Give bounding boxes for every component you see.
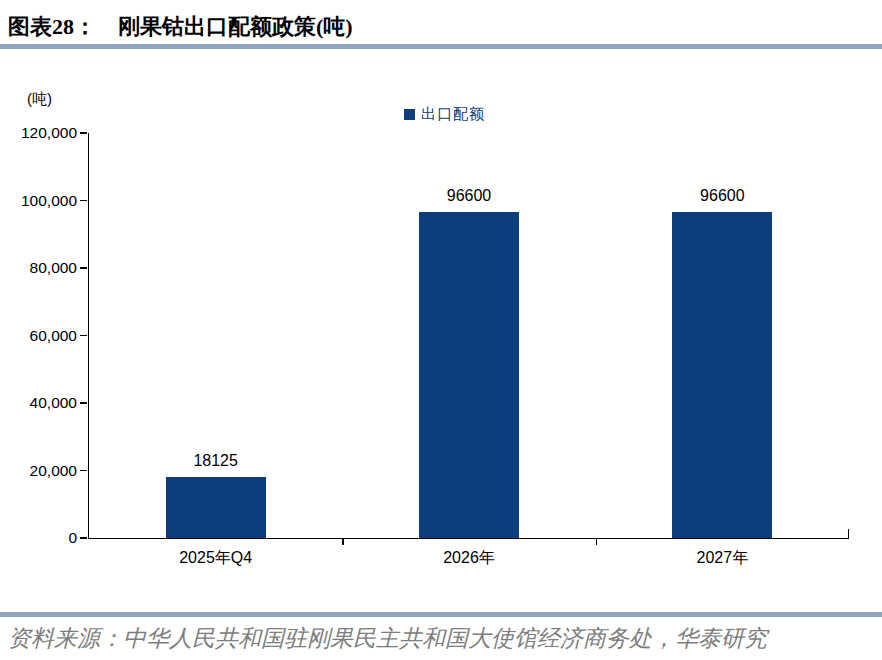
title-underline <box>0 44 882 49</box>
chart-legend: 出口配额 <box>404 105 485 123</box>
y-axis-tick <box>80 132 87 134</box>
y-axis-tick-label: 40,000 <box>30 394 77 412</box>
legend-label: 出口配额 <box>421 105 485 124</box>
y-axis-tick-label: 80,000 <box>30 259 77 277</box>
bar-value-label: 96600 <box>700 187 745 205</box>
y-axis-tick <box>80 537 87 539</box>
figure-number: 图表28： <box>8 14 96 39</box>
bar-chart-plot-area: 020,00040,00060,00080,000100,000120,0001… <box>88 133 849 539</box>
x-axis-category-label: 2025年Q4 <box>179 548 252 569</box>
bar-2026年 <box>419 212 519 538</box>
bar-value-label: 96600 <box>447 187 492 205</box>
x-axis-category-label: 2027年 <box>697 548 749 569</box>
y-axis-tick <box>80 200 87 202</box>
y-axis-tick <box>80 402 87 404</box>
y-axis-tick <box>80 267 87 269</box>
figure-name: 刚果钴出口配额政策(吨) <box>118 14 353 39</box>
y-axis-tick-label: 100,000 <box>21 192 77 210</box>
figure-title: 图表28： 刚果钴出口配额政策(吨) <box>8 12 353 42</box>
x-axis-tick <box>342 538 344 545</box>
y-axis-tick-label: 60,000 <box>30 327 77 345</box>
y-axis-tick-label: 20,000 <box>30 462 77 480</box>
bar-2027年 <box>672 212 772 538</box>
bar-value-label: 18125 <box>193 452 238 470</box>
x-axis-category-label: 2026年 <box>443 548 495 569</box>
report-figure-page: 图表28：刚果钴出口配额政策(吨) (吨) 出口配额 020,00040,000… <box>0 0 882 660</box>
y-axis-tick <box>80 335 87 337</box>
footer-divider <box>0 612 882 617</box>
y-axis-tick-label: 0 <box>68 529 77 547</box>
y-axis-tick-label: 120,000 <box>21 124 77 142</box>
bar-2025年Q4 <box>166 477 266 538</box>
legend-swatch <box>404 109 415 120</box>
source-note: 资料来源：中华人民共和国驻刚果民主共和国大使馆经济商务处，华泰研究 <box>8 623 767 654</box>
x-axis-tick <box>596 538 598 545</box>
x-axis-end-tick <box>848 529 850 538</box>
y-axis-unit-label: (吨) <box>27 90 52 109</box>
y-axis-tick <box>80 470 87 472</box>
